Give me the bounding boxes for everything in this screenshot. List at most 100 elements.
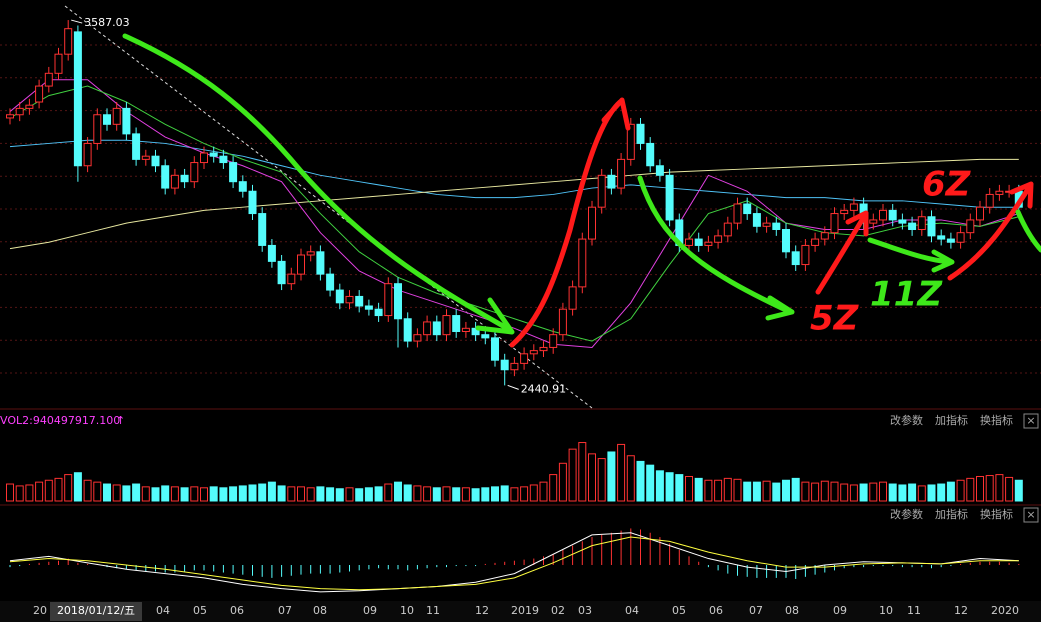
volume-bar	[35, 481, 44, 502]
toolbar-button[interactable]: 加指标	[935, 413, 968, 427]
candle-body	[655, 165, 664, 176]
candle-body	[200, 152, 208, 164]
candle-body	[452, 315, 461, 332]
candle-body	[335, 289, 344, 304]
candle-body	[219, 155, 228, 164]
candle-body	[6, 114, 14, 119]
arrow	[947, 181, 1034, 281]
annotation: 6Z	[922, 165, 972, 205]
candle-body	[966, 219, 975, 234]
volume-bar	[180, 487, 189, 502]
x-tick-label: 02	[551, 604, 565, 617]
max-label: 3587.03	[84, 16, 130, 29]
candle-body	[461, 327, 470, 332]
volume-bar	[161, 485, 170, 502]
volume-bar	[238, 485, 247, 502]
candle-body	[481, 334, 490, 339]
candle-body	[510, 362, 519, 371]
candle-body	[879, 209, 887, 221]
volume-title: VOL2:940497917.100	[0, 414, 120, 427]
cursor-label: 2018/01/12/五	[57, 604, 135, 617]
x-tick-label: 05	[193, 604, 207, 617]
volume-bar	[1014, 479, 1023, 502]
candle-body	[64, 28, 73, 55]
volume-bar	[946, 481, 955, 502]
volume-pane	[6, 442, 1023, 502]
arrow	[1015, 209, 1041, 253]
x-tick-label: 2019	[511, 604, 539, 617]
toolbar-button[interactable]: 加指标	[935, 507, 968, 521]
candle-body	[539, 346, 548, 352]
x-tick-label: 04	[156, 604, 170, 617]
volume-bar	[481, 487, 490, 502]
candle-body	[723, 222, 732, 237]
candle-body	[238, 181, 247, 192]
x-tick-label: 2020	[991, 604, 1019, 617]
candle-body	[908, 222, 917, 230]
label-leader	[71, 19, 83, 24]
close-box	[1023, 413, 1039, 429]
indicator-line	[9, 158, 1019, 250]
volume-bar	[966, 477, 975, 502]
candle-body	[840, 209, 849, 215]
volume-bar	[15, 485, 24, 502]
volume-bar	[830, 481, 839, 502]
x-tick-label: 10	[400, 604, 414, 617]
volume-bar	[917, 485, 926, 502]
volume-bar	[723, 477, 732, 502]
candle-body	[888, 209, 897, 221]
close-button[interactable]: ×	[1026, 508, 1035, 521]
volume-bar	[6, 483, 14, 502]
volume-bar	[675, 474, 684, 502]
candle-body	[636, 123, 645, 144]
close-button[interactable]: ×	[1026, 414, 1035, 427]
label-leader	[507, 384, 519, 390]
volume-bar	[510, 487, 519, 502]
indicator-line	[9, 536, 1019, 591]
volume-bar	[704, 479, 713, 502]
volume-bar	[597, 458, 606, 502]
candle-body	[849, 203, 858, 211]
candle-body	[694, 238, 703, 246]
toolbar-button[interactable]: 改参数	[890, 507, 923, 521]
volume-bar	[394, 481, 402, 502]
x-tick-label: 04	[625, 604, 639, 617]
volume-bar	[879, 481, 887, 502]
volume-bar	[500, 485, 509, 502]
volume-bar	[491, 486, 499, 502]
toolbar-button[interactable]: 换指标	[980, 413, 1013, 427]
indicator-line	[9, 532, 1019, 593]
arrow	[815, 210, 869, 295]
candle-body	[956, 232, 965, 243]
candle-body	[588, 206, 596, 240]
candle-body	[423, 321, 432, 336]
candle-body	[558, 308, 567, 336]
candle-body	[927, 216, 936, 237]
volume-bar	[248, 484, 257, 502]
candle-body	[898, 219, 907, 224]
volume-bar	[452, 487, 461, 502]
volume-bar	[93, 481, 102, 502]
volume-bar	[132, 483, 141, 502]
volume-bar	[985, 475, 994, 502]
volume-bar	[316, 486, 325, 502]
candle-body	[714, 235, 723, 243]
volume-bar	[1005, 476, 1014, 502]
candle-body	[491, 337, 499, 361]
candle-body	[646, 142, 655, 167]
volume-bar	[54, 477, 63, 502]
candle-body	[500, 359, 509, 371]
candle-body	[597, 174, 606, 208]
candle-body	[985, 193, 994, 208]
volume-bar	[937, 483, 946, 502]
x-tick-label: 09	[363, 604, 377, 617]
volume-bar	[190, 486, 199, 502]
toolbar-button[interactable]: 改参数	[890, 413, 923, 427]
candle-body	[743, 203, 752, 215]
volume-bar	[345, 487, 354, 502]
candle-body	[626, 123, 635, 160]
toolbar-button[interactable]: 换指标	[980, 507, 1013, 521]
candle-body	[54, 53, 63, 74]
volume-bar	[141, 486, 150, 502]
